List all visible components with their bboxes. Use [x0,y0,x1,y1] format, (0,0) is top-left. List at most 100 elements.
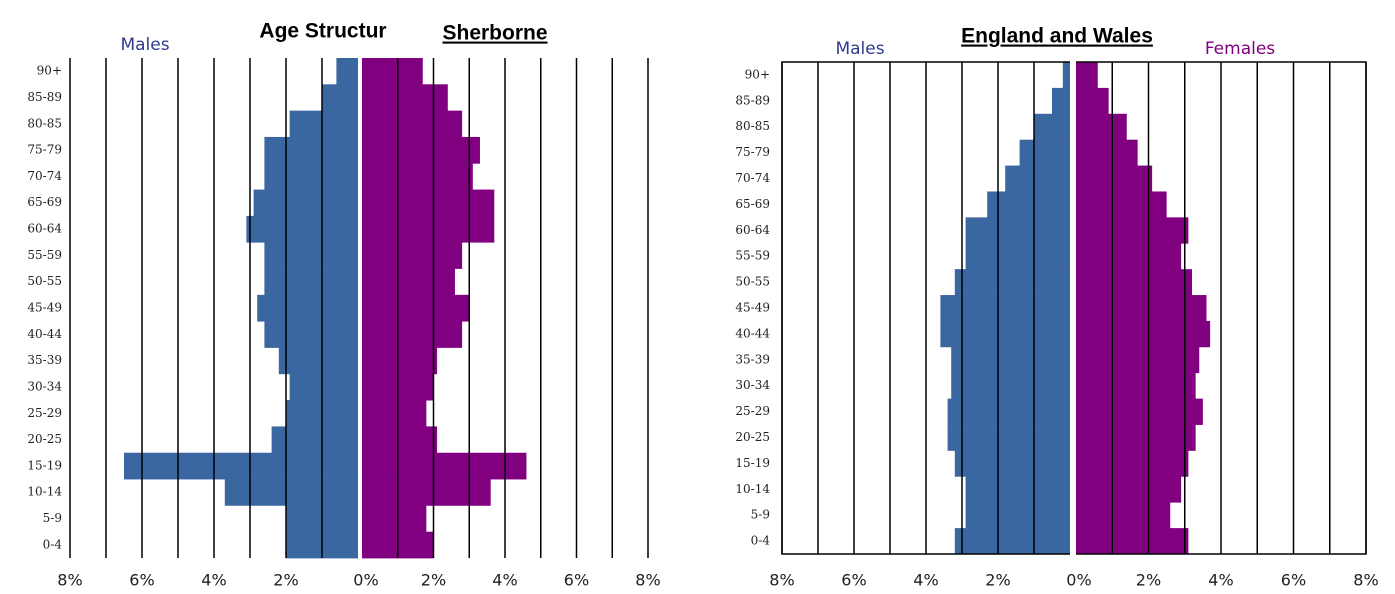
male-bar [1034,113,1070,141]
x-tick-label: 4% [492,571,517,590]
category-label: 10-14 [27,485,62,499]
x-tick-label: 8% [57,571,82,590]
category-label: 70-74 [27,169,62,183]
chart-subtitle: Sherborne [442,22,547,45]
category-label: 20-25 [27,432,62,446]
x-tick-label: 4% [1208,571,1233,590]
female-bar [1076,87,1109,115]
category-label: 65-69 [735,197,770,211]
x-tick-label: 2% [273,571,298,590]
female-bar [362,58,423,85]
female-bar [362,294,470,322]
category-label: 85-89 [735,93,770,107]
female-bar [1076,62,1098,89]
x-tick-label: 8% [769,571,794,590]
category-label: 90+ [37,64,62,78]
category-label: 25-29 [735,404,770,418]
male-bar [1019,139,1070,166]
female-bar [1076,346,1200,374]
female-bar [1076,113,1127,141]
male-bar [264,268,358,296]
category-label: 65-69 [27,195,62,209]
x-tick-label: 6% [129,571,154,590]
category-label: 50-55 [735,275,770,289]
male-bar [224,479,358,506]
female-bar [362,84,448,112]
male-bar [271,426,358,454]
male-bar [940,295,1070,322]
male-bar [965,476,1070,503]
category-label: 75-79 [27,143,62,157]
female-bar [362,347,438,375]
category-label: 45-49 [735,301,770,315]
x-tick-label: 6% [841,571,866,590]
female-bar [362,242,463,269]
female-bar [362,426,438,454]
male-bar [954,269,1070,296]
category-label: 0-4 [751,534,771,548]
x-tick-label: 2% [1136,571,1161,590]
x-tick-label: 4% [913,571,938,590]
category-label: 25-29 [27,406,62,420]
category-label: 45-49 [27,301,62,315]
x-tick-label: 6% [1281,571,1306,590]
female-bar [362,215,495,243]
male-bar [253,189,358,217]
male-bar [965,502,1070,529]
male-bar [1005,165,1070,192]
x-tick-label: 6% [564,571,589,590]
male-bar [289,373,358,401]
x-tick-label: 8% [635,571,660,590]
legend-label: Males [835,39,884,59]
male-bar [336,58,358,85]
female-bar [1076,528,1189,555]
female-bar [1076,320,1211,348]
female-bar [1076,295,1207,322]
female-bar [362,136,480,164]
chart-title: England and Wales [961,25,1153,48]
female-bar [1076,502,1171,529]
category-label: 5-9 [43,511,62,525]
x-tick-label: 2% [421,571,446,590]
female-bar [362,479,491,506]
category-label: 80-85 [27,116,62,130]
category-label: 30-34 [735,378,770,392]
x-tick-label: 4% [201,571,226,590]
legend-label: Males [120,35,169,55]
female-bar [362,268,455,296]
category-label: 90+ [745,67,770,81]
category-label: 5-9 [751,508,770,522]
female-bar [1076,450,1189,477]
center-gap [1070,61,1076,555]
category-label: 15-19 [735,456,770,470]
category-label: 55-59 [27,248,62,262]
male-bar [124,452,358,480]
female-bar [1076,139,1138,166]
male-bar [987,191,1070,218]
male-bar [289,110,358,138]
male-bar [947,424,1070,451]
female-bar [1076,476,1182,503]
x-tick-label: 0% [353,571,378,590]
female-bar [1076,243,1182,270]
category-label: 40-44 [27,327,62,341]
female-bar [1076,269,1192,296]
male-bar [954,528,1070,555]
category-label: 50-55 [27,274,62,288]
male-bar [951,372,1070,400]
category-label: 20-25 [735,430,770,444]
category-label: 35-39 [27,353,62,367]
female-bar [1076,372,1196,400]
category-label: 40-44 [735,326,770,340]
female-bar [362,400,427,427]
female-bar [1076,398,1203,425]
x-tick-label: 2% [985,571,1010,590]
male-bar [965,217,1070,244]
category-label: 0-4 [43,537,63,551]
male-bar [1062,62,1070,89]
male-bar [1052,87,1070,115]
female-bar [1076,191,1167,218]
category-label: 60-64 [27,222,62,236]
female-bar [362,452,527,480]
